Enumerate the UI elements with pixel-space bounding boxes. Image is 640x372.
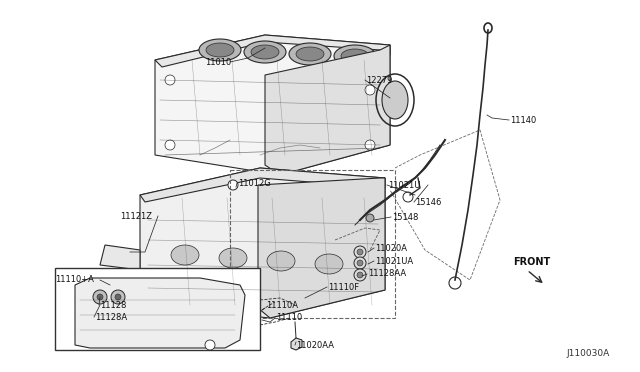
Text: 11128A: 11128A xyxy=(95,312,127,321)
Polygon shape xyxy=(75,278,245,348)
Ellipse shape xyxy=(315,254,343,274)
Ellipse shape xyxy=(289,43,331,65)
Circle shape xyxy=(354,257,366,269)
Circle shape xyxy=(354,246,366,258)
Text: 15146: 15146 xyxy=(415,198,442,206)
Text: 11020A: 11020A xyxy=(375,244,407,253)
Circle shape xyxy=(366,214,374,222)
Ellipse shape xyxy=(267,251,295,271)
Text: 11110: 11110 xyxy=(276,314,302,323)
Polygon shape xyxy=(291,338,302,350)
Text: 11021U: 11021U xyxy=(388,180,420,189)
Ellipse shape xyxy=(244,41,286,63)
Polygon shape xyxy=(140,168,385,202)
Ellipse shape xyxy=(341,49,369,63)
Polygon shape xyxy=(155,35,390,175)
Circle shape xyxy=(165,75,175,85)
Text: 11110+A: 11110+A xyxy=(55,276,94,285)
Circle shape xyxy=(365,85,375,95)
Circle shape xyxy=(354,269,366,281)
Circle shape xyxy=(357,249,363,255)
Circle shape xyxy=(365,140,375,150)
Text: 11012G: 11012G xyxy=(238,179,271,187)
Ellipse shape xyxy=(296,47,324,61)
Circle shape xyxy=(205,340,215,350)
Text: 12279: 12279 xyxy=(366,76,392,84)
Ellipse shape xyxy=(171,245,199,265)
Text: FRONT: FRONT xyxy=(513,257,550,267)
Bar xyxy=(55,268,260,350)
Ellipse shape xyxy=(199,39,241,61)
Text: 11021UA: 11021UA xyxy=(375,257,413,266)
Polygon shape xyxy=(155,35,390,67)
Ellipse shape xyxy=(219,248,247,268)
Text: J110030A: J110030A xyxy=(567,349,610,358)
Polygon shape xyxy=(258,178,385,318)
Text: 15148: 15148 xyxy=(392,212,419,221)
Circle shape xyxy=(449,277,461,289)
Text: 11140: 11140 xyxy=(510,115,536,125)
Circle shape xyxy=(403,192,413,202)
Text: 11110F: 11110F xyxy=(328,282,359,292)
Ellipse shape xyxy=(251,45,279,59)
Circle shape xyxy=(228,180,238,190)
Polygon shape xyxy=(140,168,385,318)
Circle shape xyxy=(97,294,103,300)
Text: 11010: 11010 xyxy=(205,58,231,67)
Ellipse shape xyxy=(382,81,408,119)
Polygon shape xyxy=(100,245,140,270)
Circle shape xyxy=(357,260,363,266)
Bar xyxy=(230,170,395,318)
Text: 11121Z: 11121Z xyxy=(120,212,152,221)
Polygon shape xyxy=(265,45,390,175)
Text: 11020AA: 11020AA xyxy=(296,340,334,350)
Circle shape xyxy=(357,272,363,278)
Circle shape xyxy=(115,294,121,300)
Text: 11110A: 11110A xyxy=(266,301,298,310)
Circle shape xyxy=(165,140,175,150)
Text: 11128AA: 11128AA xyxy=(368,269,406,279)
Circle shape xyxy=(93,290,107,304)
Circle shape xyxy=(111,290,125,304)
Ellipse shape xyxy=(334,45,376,67)
Text: 11128: 11128 xyxy=(100,301,126,310)
Ellipse shape xyxy=(206,43,234,57)
